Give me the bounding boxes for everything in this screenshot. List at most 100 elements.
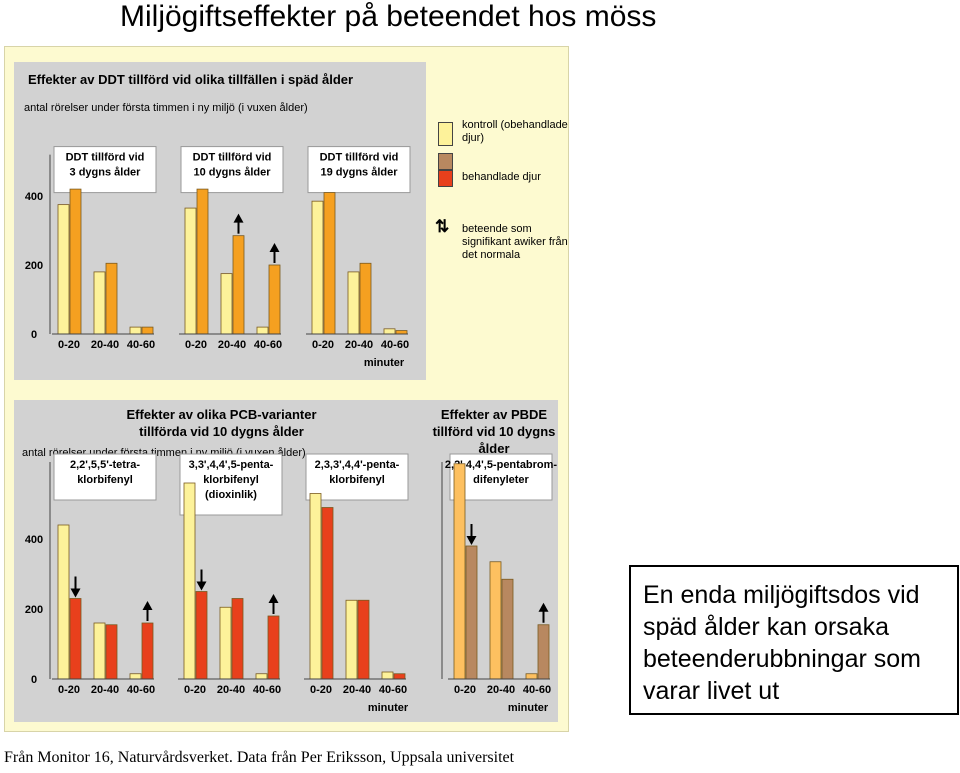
group-label-box	[307, 146, 411, 194]
up-arrow-icon	[538, 602, 549, 612]
pcb-x-axis-label: minuter	[368, 702, 409, 714]
bar-kontroll	[219, 606, 232, 680]
bar-behandlade	[232, 235, 245, 335]
bar-behandlade	[501, 578, 514, 680]
bar-kontroll	[489, 561, 502, 680]
x-tick-label: 0-20	[454, 684, 476, 696]
y-tick-label: 400	[25, 534, 43, 546]
bar-behandlade	[195, 591, 208, 680]
bar-kontroll	[381, 671, 394, 680]
group-label: 10 dygns ålder	[193, 167, 271, 179]
pbde-title: Effekter av PBDE tillförd vid 10 dygns å…	[432, 407, 556, 456]
x-tick-label: 40-60	[381, 339, 409, 351]
legend-pbde-swatch	[438, 153, 453, 170]
figure: Effekter av DDT tillförd vid olika tillf…	[4, 46, 569, 732]
group-label: (dioxinlik)	[205, 489, 257, 501]
x-tick-label: 0-20	[58, 339, 80, 351]
group-label: 2,2',4,4',5-pentabrom-	[445, 459, 558, 471]
bar-kontroll	[255, 673, 268, 680]
bar-behandlade	[321, 507, 334, 680]
group-label: 19 dygns ålder	[320, 167, 398, 179]
bar-kontroll	[129, 673, 142, 680]
bar-behandlade	[105, 624, 118, 680]
x-tick-label: 40-60	[127, 339, 155, 351]
bar-kontroll	[129, 326, 142, 335]
callout-box: En enda miljögiftsdos vid späd ålder kan…	[629, 565, 959, 715]
bar-kontroll	[383, 328, 396, 335]
bar-behandlade	[231, 598, 244, 680]
group-label: 3,3',4,4',5-penta-	[189, 459, 274, 471]
group-label: 2,3,3',4,4'-penta-	[315, 459, 400, 471]
x-tick-label: 40-60	[523, 684, 551, 696]
bar-behandlade	[537, 624, 550, 680]
group-label-box	[305, 453, 409, 501]
x-tick-label: 20-40	[487, 684, 515, 696]
bar-kontroll	[345, 599, 358, 680]
x-tick-label: 40-60	[254, 339, 282, 351]
bar-kontroll	[184, 207, 197, 335]
bar-kontroll	[93, 271, 106, 335]
bar-kontroll	[256, 326, 269, 335]
bar-behandlade	[196, 188, 209, 335]
bar-kontroll	[183, 482, 196, 680]
down-arrow-icon	[196, 581, 207, 591]
bar-kontroll	[347, 271, 360, 335]
group-label: klorbifenyl	[329, 474, 385, 486]
x-tick-label: 40-60	[253, 684, 281, 696]
bar-kontroll	[311, 200, 324, 335]
x-axis-label: minuter	[364, 357, 405, 369]
pcb-pbde-chart: 0 200 400 2,2',5,5'-tetra-klorbifenyl 0-20 20…	[25, 453, 558, 714]
bar-behandlade	[357, 599, 370, 680]
legend-kontroll-swatch	[438, 122, 453, 146]
x-tick-label: 20-40	[343, 684, 371, 696]
bar-kontroll	[309, 493, 322, 680]
x-tick-label: 20-40	[91, 684, 119, 696]
y-tick-label: 200	[25, 260, 43, 272]
bar-behandlade	[359, 262, 372, 335]
y-tick-label: 400	[25, 191, 43, 203]
bar-behandlade	[323, 192, 336, 335]
down-arrow-icon	[70, 588, 81, 598]
group-label: klorbifenyl	[203, 474, 259, 486]
legend-behandlade-label: behandlade djur	[462, 171, 541, 183]
bar-behandlade	[105, 262, 118, 335]
down-arrow-icon	[466, 536, 477, 545]
bar-kontroll	[57, 204, 70, 335]
up-arrow-icon	[233, 213, 244, 223]
x-tick-label: 40-60	[379, 684, 407, 696]
y-tick-label: 0	[31, 329, 37, 341]
bar-behandlade	[268, 264, 281, 335]
bar-kontroll	[220, 273, 233, 335]
group-label-box	[449, 453, 553, 501]
bar-behandlade	[465, 545, 478, 680]
y-tick-label: 200	[25, 604, 43, 616]
bar-kontroll	[525, 673, 538, 680]
pcb-pbde-panel: Effekter av olika PCB-varianter tillförd…	[14, 400, 558, 722]
x-tick-label: 0-20	[184, 684, 206, 696]
x-tick-label: 20-40	[345, 339, 373, 351]
group-label: 3 dygns ålder	[70, 167, 142, 179]
group-label: difenyleter	[473, 474, 529, 486]
bar-kontroll	[93, 622, 106, 680]
x-tick-label: 20-40	[91, 339, 119, 351]
ddt-title: Effekter av DDT tillförd vid olika tillf…	[28, 72, 354, 87]
ddt-panel: Effekter av DDT tillförd vid olika tillf…	[14, 62, 426, 380]
x-tick-label: 20-40	[217, 684, 245, 696]
x-tick-label: 0-20	[185, 339, 207, 351]
group-label-box	[179, 453, 283, 516]
legend-behandlade-swatch	[438, 170, 453, 187]
updown-arrow-icon: ⇅	[435, 217, 450, 236]
group-label: klorbifenyl	[77, 474, 133, 486]
bar-kontroll	[57, 524, 70, 680]
pcb-title: Effekter av olika PCB-varianter tillförd…	[126, 407, 317, 439]
legend: kontroll (obehandlade djur) behandlade d…	[435, 117, 575, 337]
up-arrow-icon	[268, 594, 279, 603]
bar-behandlade	[141, 622, 154, 680]
bar-behandlade	[393, 673, 406, 680]
bar-kontroll	[453, 463, 466, 680]
bar-behandlade	[141, 326, 154, 335]
slide-title: Miljögiftseffekter på beteendet hos möss	[120, 0, 657, 33]
group-label: 2,2',5,5'-tetra-	[70, 459, 140, 471]
x-tick-label: 40-60	[127, 684, 155, 696]
bar-behandlade	[69, 598, 82, 680]
